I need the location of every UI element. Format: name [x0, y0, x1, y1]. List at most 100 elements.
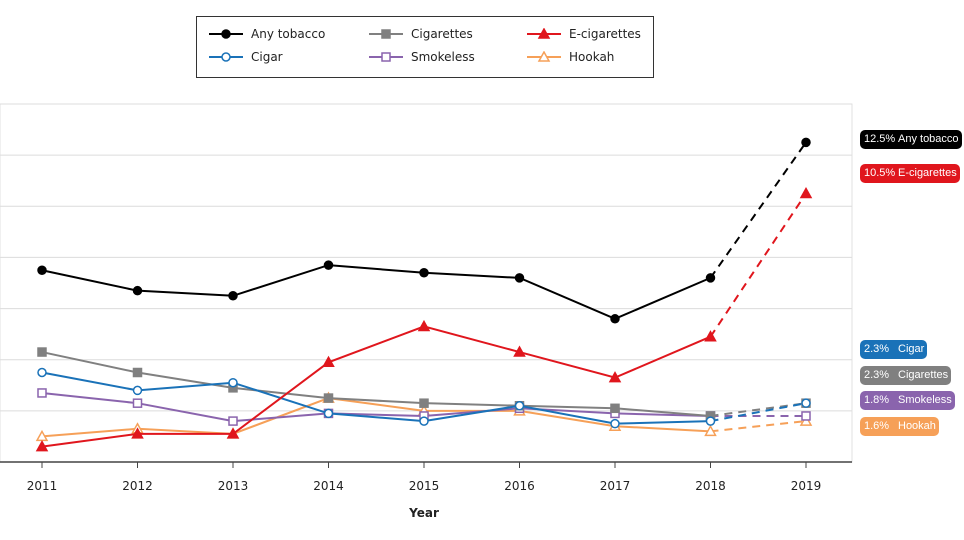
- legend: Any tobacco Cigarettes E-cigarettes Cigar Sm…: [196, 16, 654, 78]
- legend-marker-icon: [527, 51, 561, 62]
- end-series-name: Cigar: [898, 343, 925, 355]
- x-tick-label: 2015: [409, 479, 440, 493]
- data-point: [801, 411, 811, 421]
- end-value: 2.3%: [864, 369, 890, 381]
- data-point: [226, 427, 240, 439]
- legend-marker: [221, 52, 231, 62]
- legend-marker-icon: [369, 52, 403, 62]
- data-point: [132, 367, 143, 378]
- end-value: 1.8%: [864, 394, 890, 406]
- end-series-name: Cigarettes: [898, 369, 949, 381]
- data-point: [37, 265, 47, 275]
- data-point: [705, 416, 716, 426]
- data-point: [704, 424, 717, 437]
- series-line: [41, 351, 711, 417]
- data-point: [799, 186, 813, 199]
- data-point: [801, 398, 811, 408]
- data-point: [608, 371, 622, 383]
- data-point: [131, 427, 144, 439]
- legend-item: Cigarettes: [369, 27, 473, 41]
- data-point: [704, 330, 717, 342]
- series-line-dashed: [710, 420, 807, 433]
- data-point: [35, 440, 49, 452]
- series-e-cigarettes: [35, 186, 813, 452]
- legend-label: Cigarettes: [411, 27, 473, 41]
- legend-marker: [381, 52, 391, 62]
- data-point: [419, 398, 429, 408]
- end-series-name: Smokeless: [898, 394, 952, 406]
- series-line: [41, 264, 711, 320]
- data-point: [37, 367, 47, 378]
- data-point: [132, 285, 143, 296]
- end-value: 1.6%: [864, 420, 890, 432]
- legend-label: Any tobacco: [251, 27, 326, 41]
- series-line: [41, 397, 711, 438]
- legend-marker-icon: [369, 29, 403, 39]
- legend-marker: [537, 51, 551, 62]
- legend-item: Hookah: [527, 50, 614, 64]
- x-tick-label: 2012: [122, 479, 153, 493]
- legend-marker-icon: [527, 28, 561, 39]
- data-point: [610, 314, 620, 324]
- data-point: [514, 400, 525, 411]
- end-value-label: 1.8% Smokeless: [860, 391, 955, 410]
- legend-marker: [221, 29, 231, 39]
- end-value-label: 10.5% E-cigarettes: [860, 164, 960, 183]
- end-value-label: 2.3% Cigar: [860, 340, 928, 359]
- series-any-tobacco: [37, 137, 811, 324]
- data-point: [419, 416, 429, 426]
- x-tick-label: 2017: [600, 479, 631, 493]
- data-point: [323, 393, 334, 403]
- legend-label: Hookah: [569, 50, 615, 64]
- series-line-dashed: [709, 192, 807, 338]
- legend-marker: [381, 29, 391, 39]
- end-value: 2.3%: [864, 343, 890, 355]
- data-point: [610, 418, 620, 429]
- data-point: [37, 388, 47, 398]
- x-tick-label: 2018: [695, 479, 726, 493]
- end-value: 10.5%: [864, 167, 896, 179]
- legend-label: Smokeless: [411, 50, 475, 64]
- data-point: [37, 347, 47, 357]
- x-tick-label: 2016: [504, 479, 535, 493]
- data-point: [228, 416, 238, 426]
- series-line: [41, 325, 711, 448]
- legend-item: E-cigarettes: [527, 27, 641, 41]
- x-tick-label: 2014: [313, 479, 344, 493]
- series-line: [41, 391, 711, 423]
- data-point: [417, 319, 431, 332]
- data-point: [610, 403, 620, 414]
- series-line-dashed: [710, 402, 807, 417]
- data-point: [228, 377, 238, 388]
- data-point: [322, 355, 335, 368]
- legend-item: Smokeless: [369, 50, 475, 64]
- series-cigar: [37, 367, 811, 429]
- end-value-label: 12.5% Any tobacco: [860, 130, 962, 149]
- data-point: [323, 408, 334, 419]
- data-point: [705, 273, 716, 283]
- series-line: [41, 371, 711, 425]
- legend-item: Cigar: [209, 50, 283, 64]
- data-point: [513, 345, 526, 357]
- end-series-name: Hookah: [898, 420, 936, 432]
- x-tick-label: 2013: [218, 479, 249, 493]
- end-series-name: E-cigarettes: [898, 167, 957, 179]
- legend-label: E-cigarettes: [569, 27, 641, 41]
- legend-label: Cigar: [251, 50, 283, 64]
- x-tick-label: 2011: [27, 479, 58, 493]
- legend-marker-icon: [209, 29, 243, 39]
- x-axis-title: Year: [408, 506, 439, 520]
- data-point: [514, 273, 525, 283]
- end-value: 12.5%: [864, 133, 896, 145]
- x-tick-label: 2019: [791, 479, 822, 493]
- data-point: [228, 291, 238, 301]
- data-point: [801, 137, 811, 148]
- end-value-label: 2.3% Cigarettes: [860, 366, 952, 385]
- series-line-dashed: [710, 402, 807, 423]
- end-value-label: 1.6% Hookah: [860, 417, 939, 436]
- data-point: [323, 260, 334, 270]
- end-series-name: Any tobacco: [898, 133, 959, 145]
- data-point: [132, 385, 143, 396]
- data-point: [132, 398, 143, 408]
